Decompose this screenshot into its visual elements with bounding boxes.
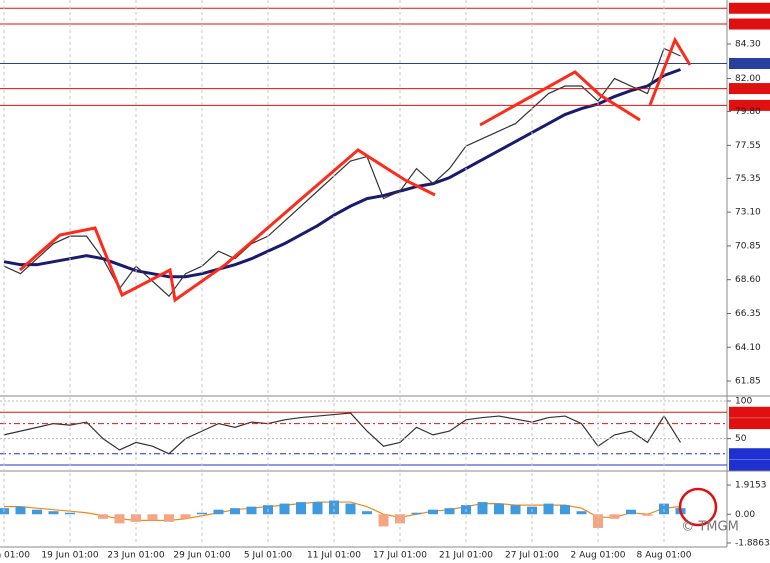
histogram-bar	[411, 512, 422, 515]
histogram-bar	[48, 511, 59, 515]
level-label-box	[729, 58, 770, 70]
x-tick-label: 29 Jun 01:00	[173, 551, 230, 561]
y-tick-label: 1.9153	[735, 481, 767, 491]
histogram-bar	[98, 514, 108, 519]
x-tick-label: 11 Jul 01:00	[307, 551, 361, 561]
y-tick-label: 75.35	[735, 174, 761, 184]
histogram-bar	[164, 514, 174, 522]
histogram-bar	[543, 503, 554, 515]
annotation-arrows	[19, 36, 692, 303]
y-tick-label: 61.85	[735, 377, 761, 387]
histogram-bar	[131, 514, 141, 522]
histogram-bar	[65, 512, 75, 515]
histogram-bar	[345, 503, 356, 515]
y-tick-label: 66.35	[735, 309, 761, 319]
histogram-bar	[477, 502, 488, 515]
histogram-bar	[15, 506, 26, 515]
x-tick-label: 23 Jun 01:00	[107, 551, 164, 561]
x-tick-label: 2 Aug 01:00	[571, 551, 626, 561]
level-label-box	[729, 459, 770, 471]
histogram-bar	[428, 509, 438, 515]
level-label-box	[729, 83, 770, 95]
histogram-bar	[395, 514, 405, 524]
histogram-bar	[329, 500, 339, 515]
histogram-bar	[609, 514, 620, 519]
level-label-box	[729, 2, 770, 14]
level-label-box	[729, 448, 770, 460]
histogram-bar	[378, 514, 389, 527]
annotation-arrow	[648, 36, 692, 106]
y-tick-label: 100	[735, 396, 752, 406]
histogram-bar	[510, 505, 521, 515]
x-tick-label: 8 Aug 01:00	[637, 551, 692, 561]
histogram-bar	[312, 502, 323, 515]
histogram-bar	[213, 509, 224, 515]
annotation-circle	[678, 487, 718, 527]
histogram-bar	[296, 502, 306, 515]
histogram-bar	[279, 503, 290, 515]
watermark: © TMGM	[681, 520, 739, 535]
y-tick-label: 79.80	[735, 107, 761, 117]
level-label-box	[729, 99, 770, 111]
y-tick-label: 0.00	[735, 510, 755, 520]
x-tick-label: 27 Jul 01:00	[505, 551, 559, 561]
y-tick-label: 73.10	[735, 208, 761, 218]
y-tick-label: 68.60	[735, 275, 761, 285]
histogram-bar	[180, 514, 191, 519]
histogram-bar	[494, 503, 504, 515]
y-tick-label: -1.8863	[735, 538, 770, 548]
histogram-bar	[626, 509, 636, 515]
x-tick-label: 17 Jul 01:00	[373, 551, 427, 561]
histogram-bar	[362, 511, 372, 515]
level-label-box	[729, 406, 770, 418]
histogram-bar	[659, 503, 669, 515]
series-line	[3, 412, 682, 455]
annotation-arrow	[479, 70, 641, 127]
level-label-box	[729, 418, 770, 430]
y-tick-label: 82.00	[735, 74, 761, 84]
y-tick-label: 77.55	[735, 141, 761, 151]
histogram-bar	[560, 505, 570, 515]
histogram-bar	[576, 511, 587, 515]
series-line	[3, 68, 682, 279]
y-tick-label: 64.10	[735, 343, 761, 353]
level-label-box	[729, 18, 770, 30]
histogram-bar	[197, 512, 207, 515]
histogram-bar	[32, 509, 42, 515]
x-tick-label: 21 Jul 01:00	[439, 551, 493, 561]
x-tick-label: 5 Jul 01:00	[244, 551, 293, 561]
x-tick-label: 19 Jun 01:00	[41, 551, 98, 561]
histogram-bar	[642, 514, 653, 516]
histogram-bar	[114, 514, 125, 524]
y-tick-label: 50	[735, 434, 747, 444]
x-tick-label: Jun 01:00	[0, 551, 30, 561]
y-tick-label: 84.30	[735, 39, 761, 49]
annotation-arrow	[19, 148, 436, 303]
y-tick-label: 70.85	[735, 241, 761, 251]
histogram-bar	[147, 514, 158, 521]
histogram-bar	[444, 508, 455, 515]
histogram-bar	[230, 508, 240, 515]
histogram-bar	[246, 506, 257, 515]
